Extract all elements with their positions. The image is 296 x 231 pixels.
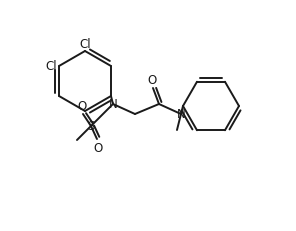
Text: O: O [93,141,103,154]
Text: N: N [177,108,185,121]
Text: O: O [77,100,87,113]
Text: Cl: Cl [79,37,91,50]
Text: Cl: Cl [45,59,57,72]
Text: N: N [109,98,117,111]
Text: O: O [147,74,157,87]
Text: S: S [87,120,95,133]
